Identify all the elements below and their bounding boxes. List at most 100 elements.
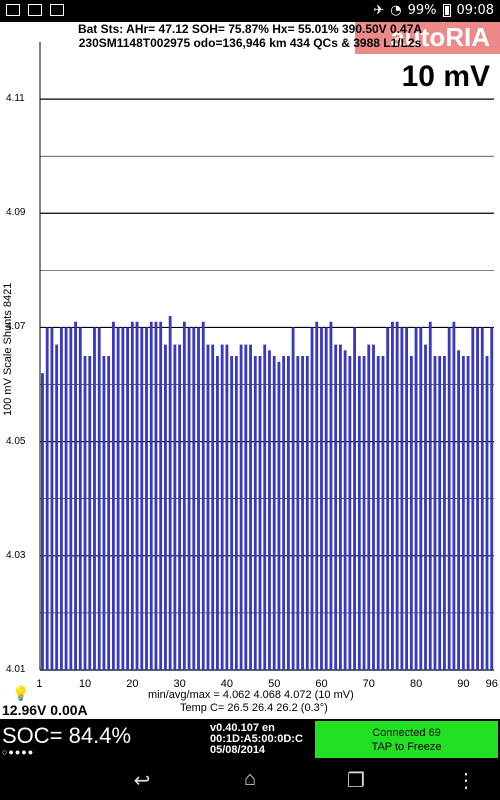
cell-bar bbox=[480, 327, 484, 670]
cell-bar bbox=[253, 356, 257, 670]
cell-bar bbox=[230, 356, 234, 670]
cell-bar bbox=[457, 350, 461, 670]
cell-bar bbox=[485, 356, 489, 670]
cell-bar bbox=[45, 327, 49, 670]
recent-apps-icon[interactable]: ❐ bbox=[347, 770, 365, 792]
cell-bar bbox=[182, 321, 186, 670]
cell-bar bbox=[234, 356, 238, 670]
cell-bar bbox=[197, 327, 200, 670]
cell-bar bbox=[201, 321, 205, 670]
cell-bar bbox=[443, 356, 446, 670]
cell-bar bbox=[225, 344, 229, 670]
x-tick-label: 70 bbox=[362, 678, 375, 690]
vehicle-info-line: 230SM1148T002975 odo=136,946 km 434 QCs … bbox=[78, 36, 422, 50]
cell-bar bbox=[78, 327, 82, 670]
airplane-icon: ✈ bbox=[373, 3, 385, 18]
cell-bar bbox=[348, 356, 352, 670]
pack-voltage-current: 12.96V 0.00A bbox=[2, 702, 88, 718]
cell-bar bbox=[372, 344, 375, 670]
y-tick-label: 4.05 bbox=[6, 435, 26, 447]
cell-bar bbox=[447, 327, 451, 670]
cell-bar bbox=[438, 356, 442, 670]
cell-bar bbox=[376, 356, 380, 670]
cell-bar bbox=[414, 327, 418, 670]
scale-label[interactable]: 10 mV bbox=[401, 60, 490, 93]
cell-bar bbox=[263, 344, 267, 670]
watermark-logo: autoRIA bbox=[355, 22, 500, 54]
y-tick-label: 4.11 bbox=[6, 93, 25, 105]
back-icon[interactable]: ↩ bbox=[133, 770, 151, 792]
image-icon bbox=[6, 4, 20, 16]
cell-bar bbox=[343, 350, 347, 670]
cell-bar bbox=[50, 327, 54, 670]
cell-bar bbox=[69, 327, 73, 670]
connected-freeze-button[interactable]: Connected 69 TAP to Freeze bbox=[315, 721, 498, 758]
cell-bar bbox=[291, 327, 295, 670]
menu-icon[interactable]: ⋮ bbox=[456, 770, 476, 792]
cell-bar bbox=[419, 327, 423, 670]
cell-bar bbox=[154, 321, 158, 670]
sd-card-icon bbox=[50, 4, 64, 16]
battery-status-line: Bat Sts: AHr= 47.12 SOH= 75.87% Hx= 55.0… bbox=[77, 22, 423, 36]
cell-bar bbox=[206, 344, 210, 670]
cell-bar bbox=[391, 321, 394, 670]
cell-bar bbox=[149, 321, 153, 670]
cell-bar bbox=[338, 344, 342, 670]
cell-bar bbox=[55, 344, 59, 670]
cell-bar bbox=[220, 344, 224, 670]
x-tick-label: 30 bbox=[173, 678, 186, 690]
cell-bar bbox=[381, 356, 385, 670]
cell-bar bbox=[282, 356, 286, 670]
soc-readout: SOC= 84.4% bbox=[2, 723, 132, 748]
cell-bar bbox=[452, 321, 456, 670]
cell-bar bbox=[367, 344, 371, 670]
gallery-icon bbox=[28, 4, 42, 16]
clock: 09:08 bbox=[456, 3, 494, 18]
cell-bar bbox=[315, 321, 319, 670]
cell-bar bbox=[41, 373, 44, 670]
cell-bar bbox=[64, 327, 68, 670]
y-tick-label: 4.01 bbox=[6, 664, 26, 675]
x-tick-label: 90 bbox=[457, 678, 470, 690]
y-tick-label: 4.07 bbox=[6, 321, 26, 333]
cell-bar bbox=[116, 327, 120, 670]
cell-bar bbox=[329, 321, 333, 670]
cell-bar bbox=[135, 321, 139, 670]
cell-bar bbox=[164, 344, 167, 670]
cell-bar bbox=[88, 356, 92, 670]
home-icon[interactable]: ⌂ bbox=[243, 768, 257, 790]
lightbulb-icon[interactable]: 💡 bbox=[12, 685, 30, 701]
cell-bar bbox=[130, 321, 134, 670]
cell-bar bbox=[93, 327, 96, 670]
cell-bar bbox=[244, 344, 248, 670]
cell-bar bbox=[168, 316, 172, 670]
cell-voltage-chart[interactable] bbox=[0, 0, 500, 700]
cell-bar bbox=[357, 356, 361, 670]
status-bar: ✈ ◔ 99% 09:08 bbox=[0, 0, 500, 22]
cell-bar bbox=[277, 361, 281, 670]
y-tick-label: 4.09 bbox=[6, 207, 26, 219]
info-bar: SOC= 84.4% ○●●●● v0.40.107 en 00:1D:A5:0… bbox=[0, 719, 500, 760]
x-tick-label: 60 bbox=[315, 678, 328, 690]
x-tick-label: 50 bbox=[268, 678, 281, 690]
cell-bar bbox=[353, 327, 357, 670]
cell-bar bbox=[310, 327, 314, 670]
cell-bar bbox=[428, 321, 432, 670]
battery-percent: 99% bbox=[407, 3, 437, 18]
cell-bar bbox=[178, 344, 182, 670]
cell-bar bbox=[324, 327, 328, 670]
cell-bar bbox=[249, 344, 252, 670]
temperature-readout: Temp C= 26.5 26.4 26.2 (0.3°) bbox=[180, 702, 328, 714]
cell-bar bbox=[272, 356, 276, 670]
cell-bar bbox=[126, 327, 130, 670]
cell-bar bbox=[102, 356, 106, 670]
cell-bar bbox=[121, 327, 125, 670]
cell-bar bbox=[187, 327, 191, 670]
cell-bar bbox=[107, 356, 111, 670]
freeze-label: TAP to Freeze bbox=[371, 741, 442, 753]
cell-bar bbox=[466, 356, 470, 670]
x-tick-label: 80 bbox=[409, 678, 423, 690]
cell-bar bbox=[461, 356, 465, 670]
cell-bar bbox=[305, 356, 309, 670]
wifi-icon: ◔ bbox=[390, 3, 402, 18]
